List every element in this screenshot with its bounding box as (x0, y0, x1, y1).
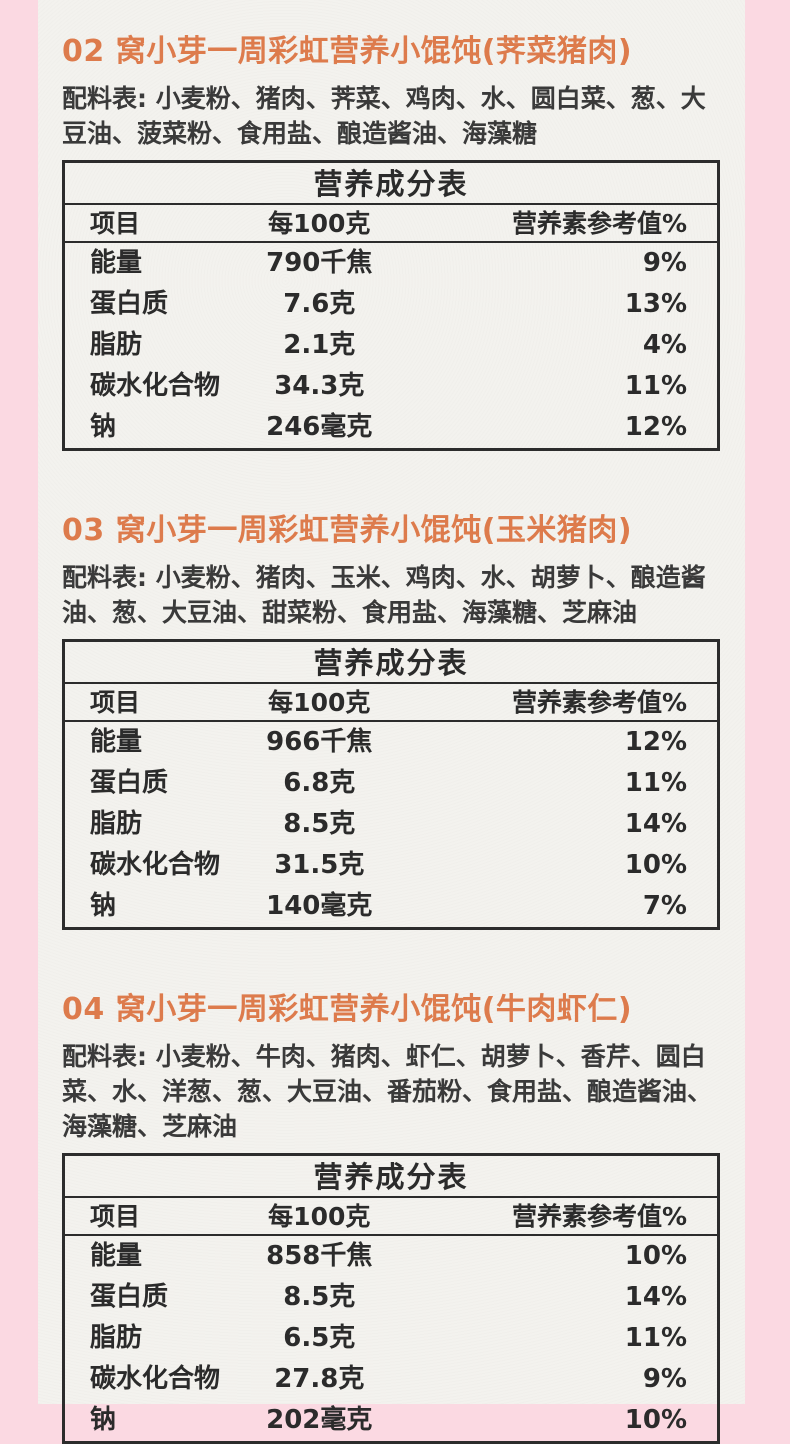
table-row: 钠 246毫克 12% (65, 407, 717, 448)
row-nrv: 11% (624, 1323, 687, 1353)
column-header-item: 项目 (90, 688, 141, 717)
row-value: 27.8克 (274, 1364, 365, 1394)
row-nrv: 4% (642, 330, 687, 360)
row-nrv: 13% (624, 289, 687, 319)
row-value: 31.5克 (274, 850, 365, 880)
nutrition-table-title: 营养成分表 (65, 163, 717, 205)
product-section-02: 02 窝小芽一周彩虹营养小馄饨(荠菜猪肉) 配料表: 小麦粉、猪肉、荠菜、鸡肉、… (62, 26, 722, 451)
row-label: 蛋白质 (90, 768, 169, 798)
table-row: 能量 966千焦 12% (65, 722, 717, 763)
nutrition-table-title: 营养成分表 (65, 642, 717, 684)
row-label: 能量 (90, 248, 143, 278)
table-row: 脂肪 8.5克 14% (65, 804, 717, 845)
column-header-item: 项目 (90, 209, 141, 238)
row-label: 脂肪 (90, 1323, 143, 1353)
row-value: 34.3克 (274, 371, 365, 401)
table-row: 蛋白质 8.5克 14% (65, 1277, 717, 1318)
product-section-04: 04 窝小芽一周彩虹营养小馄饨(牛肉虾仁) 配料表: 小麦粉、牛肉、猪肉、虾仁、… (62, 984, 722, 1444)
row-value: 966千焦 (266, 727, 373, 757)
column-header-item: 项目 (90, 1202, 141, 1231)
table-row: 钠 202毫克 10% (65, 1400, 717, 1441)
row-nrv: 10% (624, 1241, 687, 1271)
nutrition-table-title: 营养成分表 (65, 1156, 717, 1198)
table-row: 碳水化合物 34.3克 11% (65, 366, 717, 407)
nutrition-table-header: 项目 每100克 营养素参考值% (65, 205, 717, 243)
section-title: 02 窝小芽一周彩虹营养小馄饨(荠菜猪肉) (62, 34, 633, 69)
table-row: 蛋白质 7.6克 13% (65, 284, 717, 325)
table-row: 碳水化合物 27.8克 9% (65, 1359, 717, 1400)
nutrition-table: 营养成分表 项目 每100克 营养素参考值% 能量 966千焦 12% 蛋白质 … (62, 639, 720, 930)
row-value: 2.1克 (283, 330, 356, 360)
table-row: 钠 140毫克 7% (65, 886, 717, 927)
row-label: 碳水化合物 (90, 1364, 221, 1394)
ingredients-text: 配料表: 小麦粉、猪肉、玉米、鸡肉、水、胡萝卜、酿造酱油、葱、大豆油、甜菜粉、食… (62, 563, 706, 627)
row-value: 6.8克 (283, 768, 356, 798)
row-label: 能量 (90, 727, 143, 757)
table-row: 碳水化合物 31.5克 10% (65, 845, 717, 886)
table-row: 能量 858千焦 10% (65, 1236, 717, 1277)
nutrition-table: 营养成分表 项目 每100克 营养素参考值% 能量 790千焦 9% 蛋白质 7… (62, 160, 720, 451)
row-nrv: 12% (624, 412, 687, 442)
row-label: 钠 (90, 412, 117, 442)
row-value: 202毫克 (266, 1405, 373, 1435)
row-nrv: 10% (624, 850, 687, 880)
column-header-per100g: 每100克 (268, 209, 371, 238)
row-nrv: 10% (624, 1405, 687, 1435)
section-title: 04 窝小芽一周彩虹营养小馄饨(牛肉虾仁) (62, 992, 633, 1027)
row-label: 脂肪 (90, 809, 143, 839)
row-nrv: 14% (624, 809, 687, 839)
row-value: 858千焦 (266, 1241, 373, 1271)
row-value: 6.5克 (283, 1323, 356, 1353)
column-header-per100g: 每100克 (268, 688, 371, 717)
row-label: 碳水化合物 (90, 850, 221, 880)
row-nrv: 7% (642, 891, 687, 921)
column-header-per100g: 每100克 (268, 1202, 371, 1231)
product-section-03: 03 窝小芽一周彩虹营养小馄饨(玉米猪肉) 配料表: 小麦粉、猪肉、玉米、鸡肉、… (62, 505, 722, 930)
row-nrv: 9% (642, 1364, 687, 1394)
nutrition-table: 营养成分表 项目 每100克 营养素参考值% 能量 858千焦 10% 蛋白质 … (62, 1153, 720, 1444)
row-value: 246毫克 (266, 412, 373, 442)
row-label: 能量 (90, 1241, 143, 1271)
row-label: 钠 (90, 1405, 117, 1435)
table-row: 蛋白质 6.8克 11% (65, 763, 717, 804)
row-label: 碳水化合物 (90, 371, 221, 401)
nutrition-table-header: 项目 每100克 营养素参考值% (65, 1198, 717, 1236)
section-title: 03 窝小芽一周彩虹营养小馄饨(玉米猪肉) (62, 513, 633, 548)
row-nrv: 12% (624, 727, 687, 757)
row-label: 蛋白质 (90, 289, 169, 319)
row-nrv: 11% (624, 371, 687, 401)
row-value: 8.5克 (283, 1282, 356, 1312)
column-header-nrv: 营养素参考值% (511, 1202, 687, 1231)
column-header-nrv: 营养素参考值% (511, 688, 687, 717)
row-nrv: 14% (624, 1282, 687, 1312)
ingredients-text: 配料表: 小麦粉、牛肉、猪肉、虾仁、胡萝卜、香芹、圆白菜、水、洋葱、葱、大豆油、… (62, 1042, 713, 1141)
column-header-nrv: 营养素参考值% (511, 209, 687, 238)
nutrition-table-header: 项目 每100克 营养素参考值% (65, 684, 717, 722)
row-value: 8.5克 (283, 809, 356, 839)
row-label: 蛋白质 (90, 1282, 169, 1312)
table-row: 能量 790千焦 9% (65, 243, 717, 284)
table-row: 脂肪 2.1克 4% (65, 325, 717, 366)
row-nrv: 9% (642, 248, 687, 278)
table-row: 脂肪 6.5克 11% (65, 1318, 717, 1359)
row-label: 钠 (90, 891, 117, 921)
row-value: 790千焦 (266, 248, 373, 278)
row-label: 脂肪 (90, 330, 143, 360)
row-value: 7.6克 (283, 289, 356, 319)
row-nrv: 11% (624, 768, 687, 798)
product-detail-page: 02 窝小芽一周彩虹营养小馄饨(荠菜猪肉) 配料表: 小麦粉、猪肉、荠菜、鸡肉、… (38, 0, 745, 1444)
row-value: 140毫克 (266, 891, 373, 921)
ingredients-text: 配料表: 小麦粉、猪肉、荠菜、鸡肉、水、圆白菜、葱、大豆油、菠菜粉、食用盐、酿造… (62, 84, 706, 148)
